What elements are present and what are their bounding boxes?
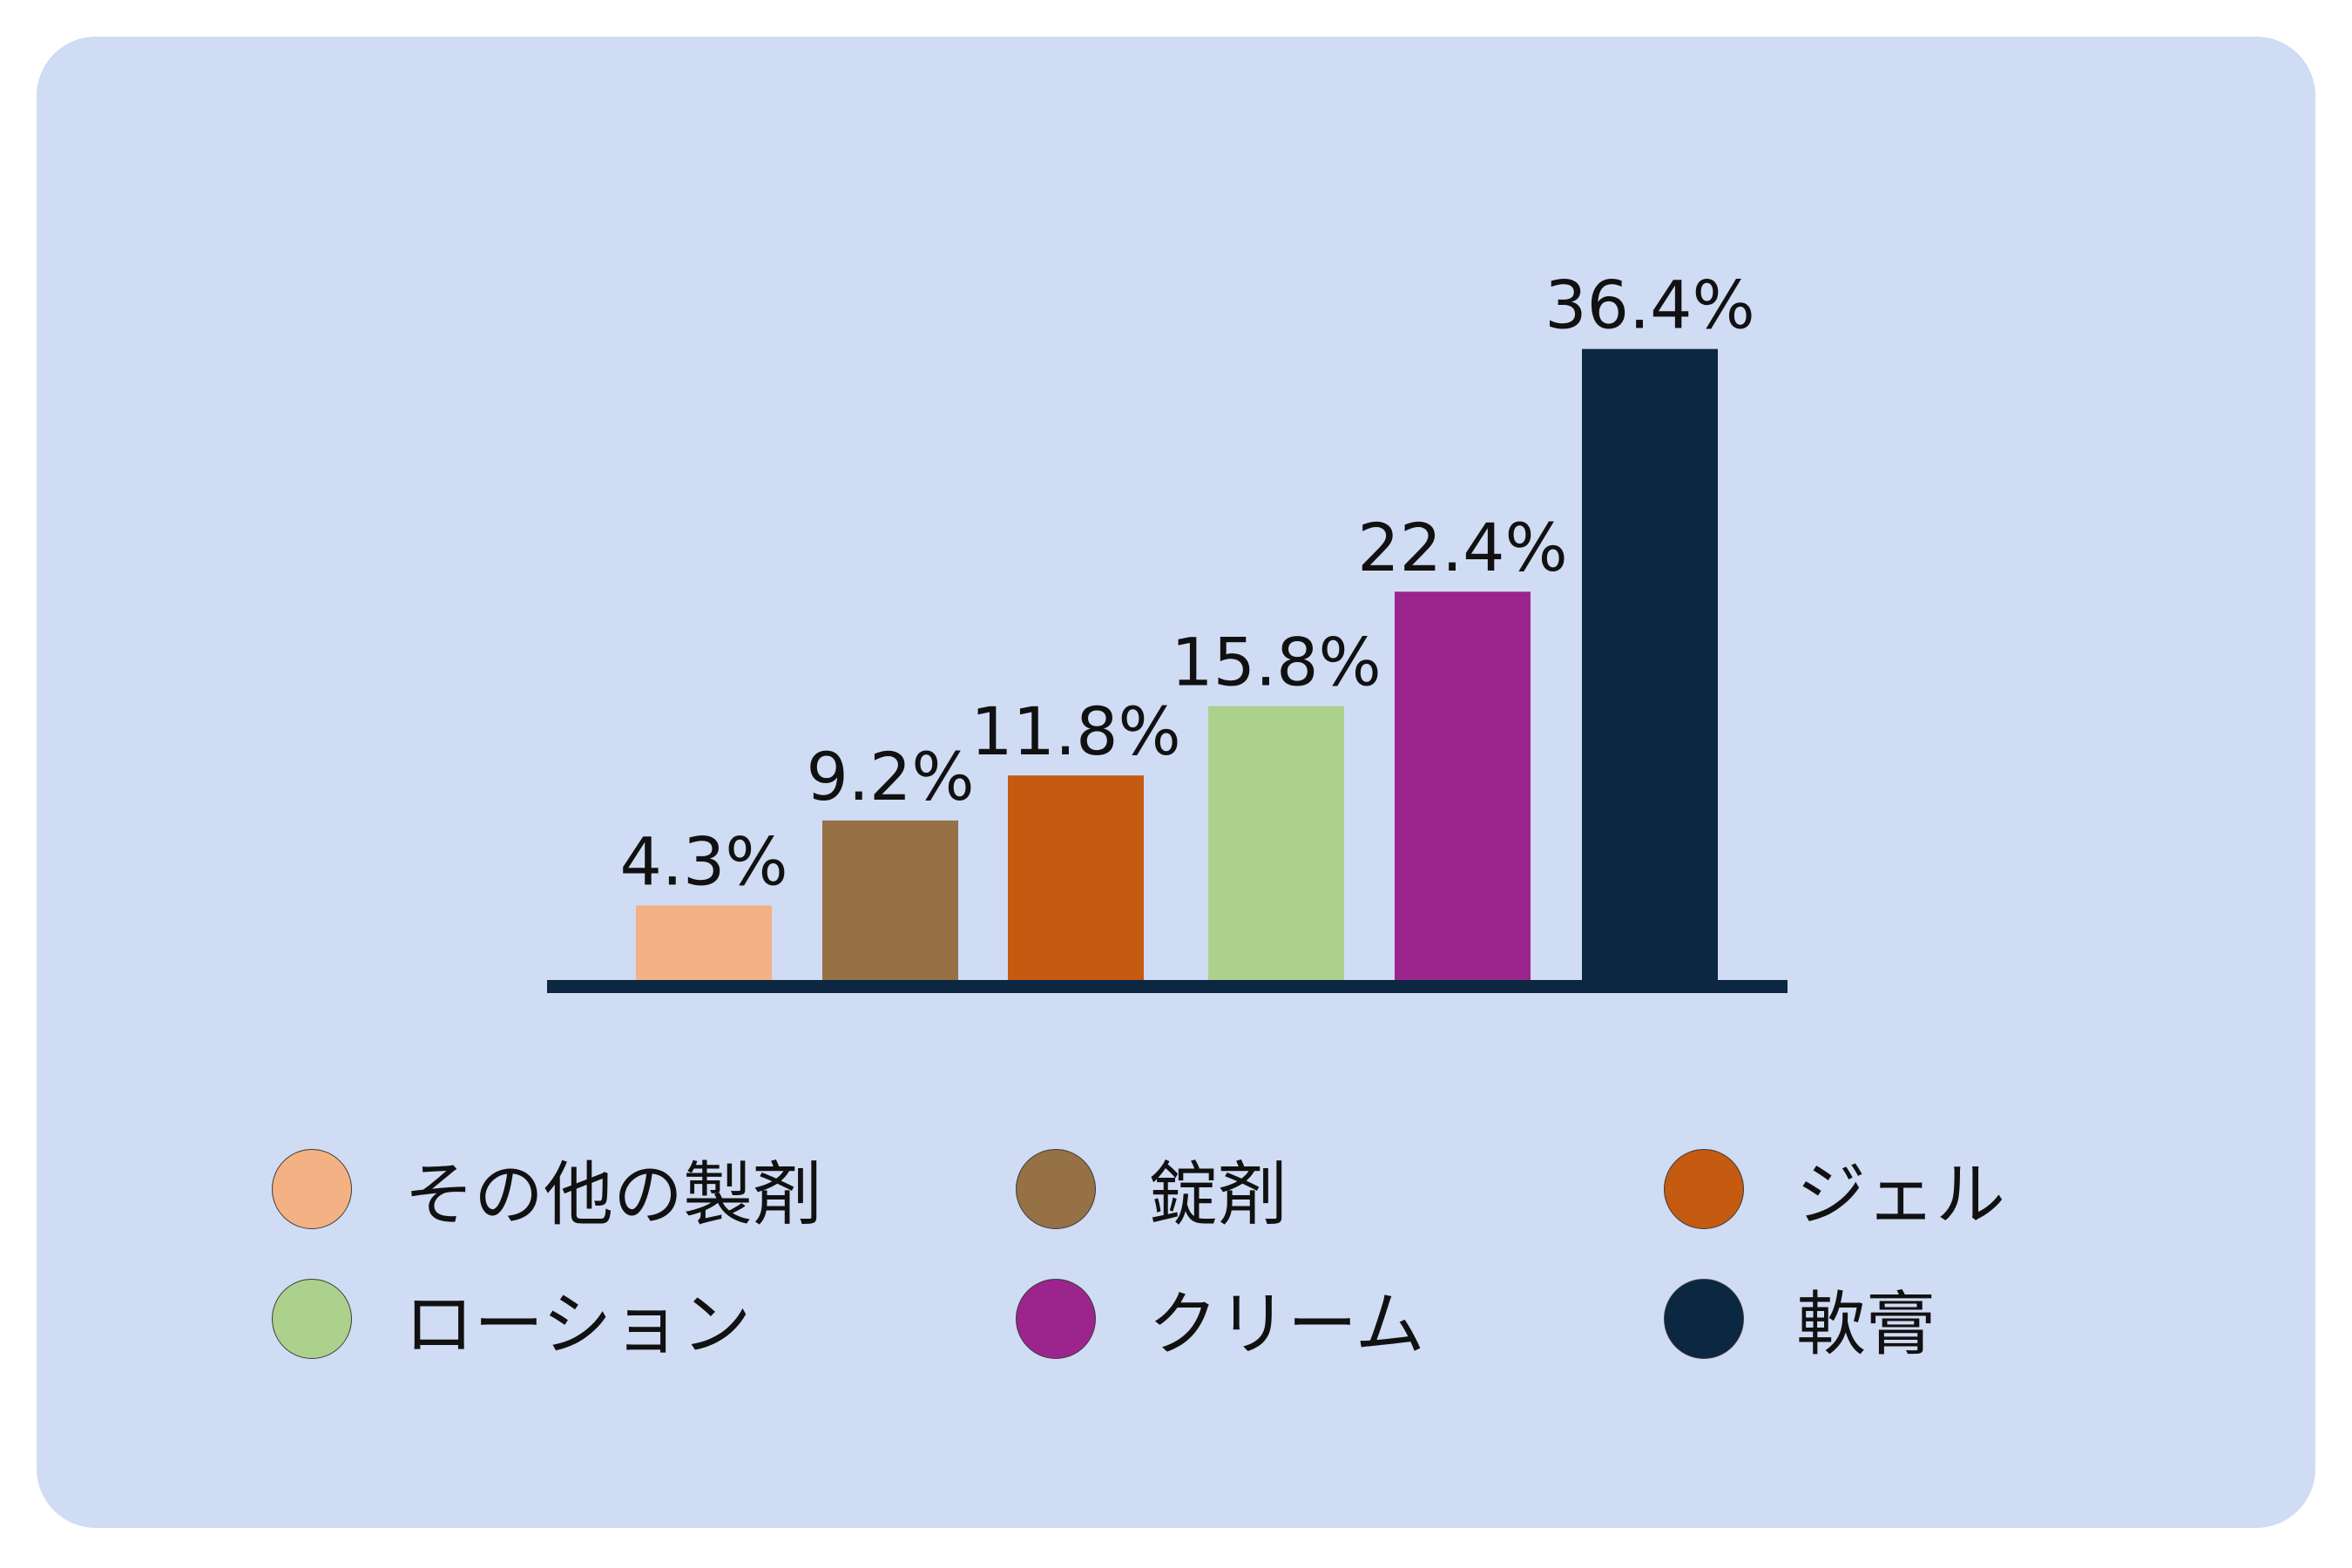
legend-item-tablet: 錠剤 bbox=[1016, 1139, 1288, 1240]
legend-swatch-gel bbox=[1664, 1149, 1744, 1229]
legend-swatch-other bbox=[272, 1149, 352, 1229]
legend-swatch-tablet bbox=[1016, 1149, 1096, 1229]
value-label-tablet: 9.2% bbox=[806, 738, 974, 815]
bar-gel bbox=[1008, 775, 1144, 980]
legend-label-tablet: 錠剤 bbox=[1148, 1154, 1288, 1235]
legend-swatch-cream bbox=[1016, 1279, 1096, 1359]
bar-ointment bbox=[1582, 348, 1718, 980]
legend-label-other: その他の製剤 bbox=[404, 1154, 822, 1235]
value-label-cream: 22.4% bbox=[1357, 509, 1567, 586]
value-label-gel: 11.8% bbox=[970, 693, 1180, 770]
legend-item-gel: ジェル bbox=[1664, 1139, 2005, 1240]
legend-swatch-lotion bbox=[272, 1279, 352, 1359]
legend-label-ointment: 軟膏 bbox=[1796, 1284, 1936, 1365]
bars-group bbox=[636, 348, 1718, 980]
legend-item-lotion: ローション bbox=[272, 1268, 751, 1369]
legend-item-ointment: 軟膏 bbox=[1664, 1268, 1936, 1369]
legend-label-cream: クリーム bbox=[1148, 1284, 1425, 1365]
legend-label-lotion: ローション bbox=[404, 1284, 752, 1365]
bar-cream bbox=[1395, 591, 1531, 980]
chart-panel: 4.3% 9.2% 11.8% 15.8% 22.4% 36.4% その他の製剤 錠剤 ジ… bbox=[37, 37, 2315, 1528]
value-label-ointment: 36.4% bbox=[1544, 267, 1754, 344]
legend-label-gel: ジェル bbox=[1796, 1154, 2005, 1235]
bar-chart: 4.3%9.2%11.8%15.8% 22.4% 36.4% bbox=[547, 267, 1788, 993]
legend: その他の製剤 錠剤 ジェル ローション クリーム 軟膏 bbox=[37, 37, 2315, 1528]
x-axis-baseline bbox=[547, 980, 1788, 993]
bar-other bbox=[636, 905, 772, 980]
legend-item-cream: クリーム bbox=[1016, 1268, 1425, 1369]
legend-item-other: その他の製剤 bbox=[272, 1139, 822, 1240]
value-labels-group: 4.3%9.2%11.8%15.8% 22.4% 36.4% bbox=[619, 267, 1754, 901]
legend-swatch-ointment bbox=[1664, 1279, 1744, 1359]
bar-lotion bbox=[1208, 706, 1344, 980]
value-label-other: 4.3% bbox=[619, 822, 787, 900]
value-label-lotion: 15.8% bbox=[1171, 624, 1381, 701]
bar-tablet bbox=[822, 820, 958, 980]
